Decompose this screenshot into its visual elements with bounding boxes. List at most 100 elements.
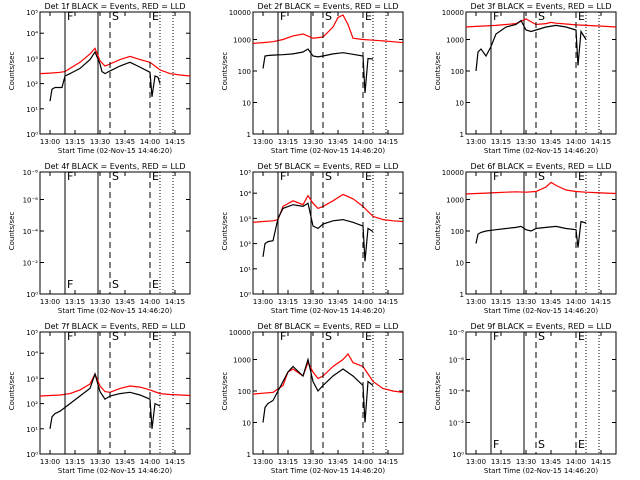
y-tick-label: 100 (238, 68, 251, 76)
y-tick-label: 1 (247, 451, 251, 459)
x-tick-label: 14:15 (165, 458, 185, 466)
x-tick-label: 13:30 (90, 138, 110, 146)
y-tick-label: 10⁻⁴ (449, 388, 465, 396)
y-tick-label: 1 (460, 291, 464, 299)
lld-series-line (252, 352, 404, 395)
x-tick-label: 14:00 (353, 298, 373, 306)
events-series-line (262, 357, 374, 423)
marker-label-s: S (538, 330, 545, 343)
x-tick-label: 13:30 (90, 298, 110, 306)
y-tick-label: 10¹ (239, 266, 251, 274)
y-tick-label: 10⁻⁶ (23, 197, 39, 205)
x-tick-label: 13:15 (491, 458, 511, 466)
x-tick-label: 14:00 (566, 298, 586, 306)
y-tick-label: 10⁰ (26, 451, 38, 459)
x-tick-label: 13:15 (491, 138, 511, 146)
x-tick-label: 13:15 (278, 458, 298, 466)
chart-panel-2: Det 2f BLACK = Events, RED = LLD 1 10 100 10… (221, 2, 404, 155)
x-tick-label: 14:00 (566, 458, 586, 466)
plot-frame (465, 171, 617, 295)
y-tick-label: 10² (239, 241, 251, 249)
marker-label-e: E (152, 330, 159, 343)
plot-frame (39, 331, 191, 455)
x-tick-label: 13:45 (541, 138, 561, 146)
marker-label-e: E (365, 330, 372, 343)
events-series-line (262, 48, 374, 94)
x-tick-label: 13:30 (303, 458, 323, 466)
x-tick-label: 14:15 (378, 138, 398, 146)
marker-label-bottom-e: E (152, 278, 159, 291)
marker-label-f: F (280, 330, 286, 343)
y-tick-label: 10³ (26, 375, 38, 383)
chart-title: Det 6f BLACK = Events, RED = LLD (470, 162, 611, 171)
y-tick-label: 10⁻⁸ (449, 329, 465, 337)
chart-title: Det 2f BLACK = Events, RED = LLD (257, 2, 398, 11)
x-tick-label: 14:00 (353, 458, 373, 466)
x-tick-label: 13:45 (115, 138, 135, 146)
marker-label-f: F (493, 170, 499, 183)
marker-label-bottom-f: F (67, 278, 73, 291)
x-tick-label: 14:00 (353, 138, 373, 146)
marker-label-bottom-e: E (578, 438, 585, 451)
y-tick-label: 10000 (229, 9, 251, 17)
x-axis-title: Start Time (02-Nov-15 14:46:20) (484, 467, 598, 475)
x-tick-label: 14:15 (591, 298, 611, 306)
y-axis-title: Counts/sec (434, 52, 442, 91)
y-tick-label: 100 (451, 228, 464, 236)
x-tick-label: 14:15 (165, 298, 185, 306)
marker-label-s: S (112, 170, 119, 183)
x-tick-label: 13:00 (466, 138, 486, 146)
marker-label-e: E (365, 10, 372, 23)
x-tick-label: 13:45 (328, 298, 348, 306)
x-tick-label: 13:30 (90, 458, 110, 466)
events-series-line (475, 220, 587, 248)
y-tick-label: 10⁵ (26, 9, 38, 17)
y-tick-label: 10¹ (26, 106, 38, 114)
x-tick-label: 13:45 (115, 458, 135, 466)
x-tick-label: 14:15 (378, 298, 398, 306)
x-tick-label: 13:00 (40, 458, 60, 466)
x-tick-label: 13:00 (253, 458, 273, 466)
x-tick-label: 13:30 (303, 298, 323, 306)
y-tick-label: 10⁵ (239, 169, 251, 177)
y-tick-label: 10 (455, 260, 464, 268)
y-tick-label: 10000 (442, 9, 464, 17)
y-tick-label: 10 (455, 100, 464, 108)
x-axis-title: Start Time (02-Nov-15 14:46:20) (271, 467, 385, 475)
y-axis-title: Counts/sec (8, 212, 16, 251)
plot-frame (39, 171, 191, 295)
y-tick-label: 10⁴ (26, 350, 38, 358)
marker-label-bottom-f: F (493, 438, 499, 451)
x-tick-label: 14:15 (165, 138, 185, 146)
x-tick-label: 14:00 (566, 138, 586, 146)
y-tick-label: 10⁰ (26, 291, 38, 299)
chart-panel-8: Det 8f BLACK = Events, RED = LLD 1 10 100 10… (221, 322, 404, 475)
y-tick-label: 10⁻⁸ (23, 169, 39, 177)
plot-frame (465, 11, 617, 135)
chart-title: Det 8f BLACK = Events, RED = LLD (257, 322, 398, 331)
x-tick-label: 13:30 (516, 138, 536, 146)
y-tick-label: 1000 (446, 37, 464, 45)
chart-title: Det 3f BLACK = Events, RED = LLD (470, 2, 611, 11)
x-tick-label: 13:45 (328, 138, 348, 146)
lld-series-line (39, 47, 191, 77)
y-tick-label: 1 (460, 131, 464, 139)
y-tick-label: 1000 (233, 37, 251, 45)
x-tick-label: 13:15 (491, 298, 511, 306)
marker-label-s: S (325, 170, 332, 183)
marker-label-s: S (112, 330, 119, 343)
marker-label-f: F (67, 10, 73, 23)
events-series-line (49, 372, 161, 429)
x-axis-title: Start Time (02-Nov-15 14:46:20) (271, 147, 385, 155)
marker-label-s: S (325, 10, 332, 23)
y-tick-label: 10⁴ (26, 30, 38, 38)
y-tick-label: 10⁻⁶ (449, 357, 465, 365)
chart-panel-5: Det 5f BLACK = Events, RED = LLD 10⁰ 10¹ 10… (221, 162, 404, 315)
x-tick-label: 14:00 (140, 458, 160, 466)
y-tick-label: 10⁰ (26, 131, 38, 139)
y-axis-title: Counts/sec (221, 52, 229, 91)
marker-label-s: S (325, 330, 332, 343)
marker-label-f: F (280, 10, 286, 23)
x-tick-label: 13:00 (466, 458, 486, 466)
y-tick-label: 10000 (229, 329, 251, 337)
